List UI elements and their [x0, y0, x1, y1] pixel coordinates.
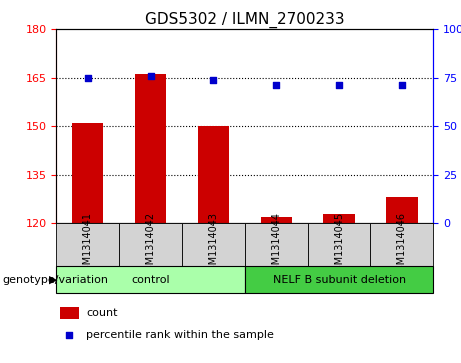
Bar: [260, 217, 292, 223]
Point: [335, 82, 343, 88]
Bar: [182, 223, 245, 266]
Text: genotype/variation: genotype/variation: [2, 275, 108, 285]
Text: GSM1314045: GSM1314045: [334, 212, 344, 277]
Bar: [245, 223, 307, 266]
Text: GSM1314041: GSM1314041: [83, 212, 93, 277]
Title: GDS5302 / ILMN_2700233: GDS5302 / ILMN_2700233: [145, 12, 345, 28]
Text: GSM1314042: GSM1314042: [146, 212, 155, 277]
Bar: [60, 307, 79, 319]
Point: [272, 82, 280, 88]
Bar: [135, 74, 166, 223]
Bar: [245, 266, 433, 293]
Text: GSM1314046: GSM1314046: [397, 212, 407, 277]
Text: NELF B subunit deletion: NELF B subunit deletion: [272, 275, 406, 285]
Point: [210, 77, 217, 82]
Text: GSM1314044: GSM1314044: [271, 212, 281, 277]
Text: percentile rank within the sample: percentile rank within the sample: [86, 330, 274, 339]
Text: control: control: [131, 275, 170, 285]
Bar: [307, 223, 371, 266]
Bar: [72, 123, 103, 223]
Bar: [371, 223, 433, 266]
Point: [147, 73, 154, 78]
Point: [84, 75, 91, 81]
Text: ▶: ▶: [49, 275, 58, 285]
Text: count: count: [86, 308, 118, 318]
Bar: [386, 197, 418, 223]
Bar: [323, 213, 355, 223]
Point: [398, 82, 406, 88]
Text: GSM1314043: GSM1314043: [208, 212, 219, 277]
Bar: [56, 266, 245, 293]
Bar: [198, 126, 229, 223]
Bar: [56, 223, 119, 266]
Point: [66, 332, 73, 338]
Bar: [119, 223, 182, 266]
